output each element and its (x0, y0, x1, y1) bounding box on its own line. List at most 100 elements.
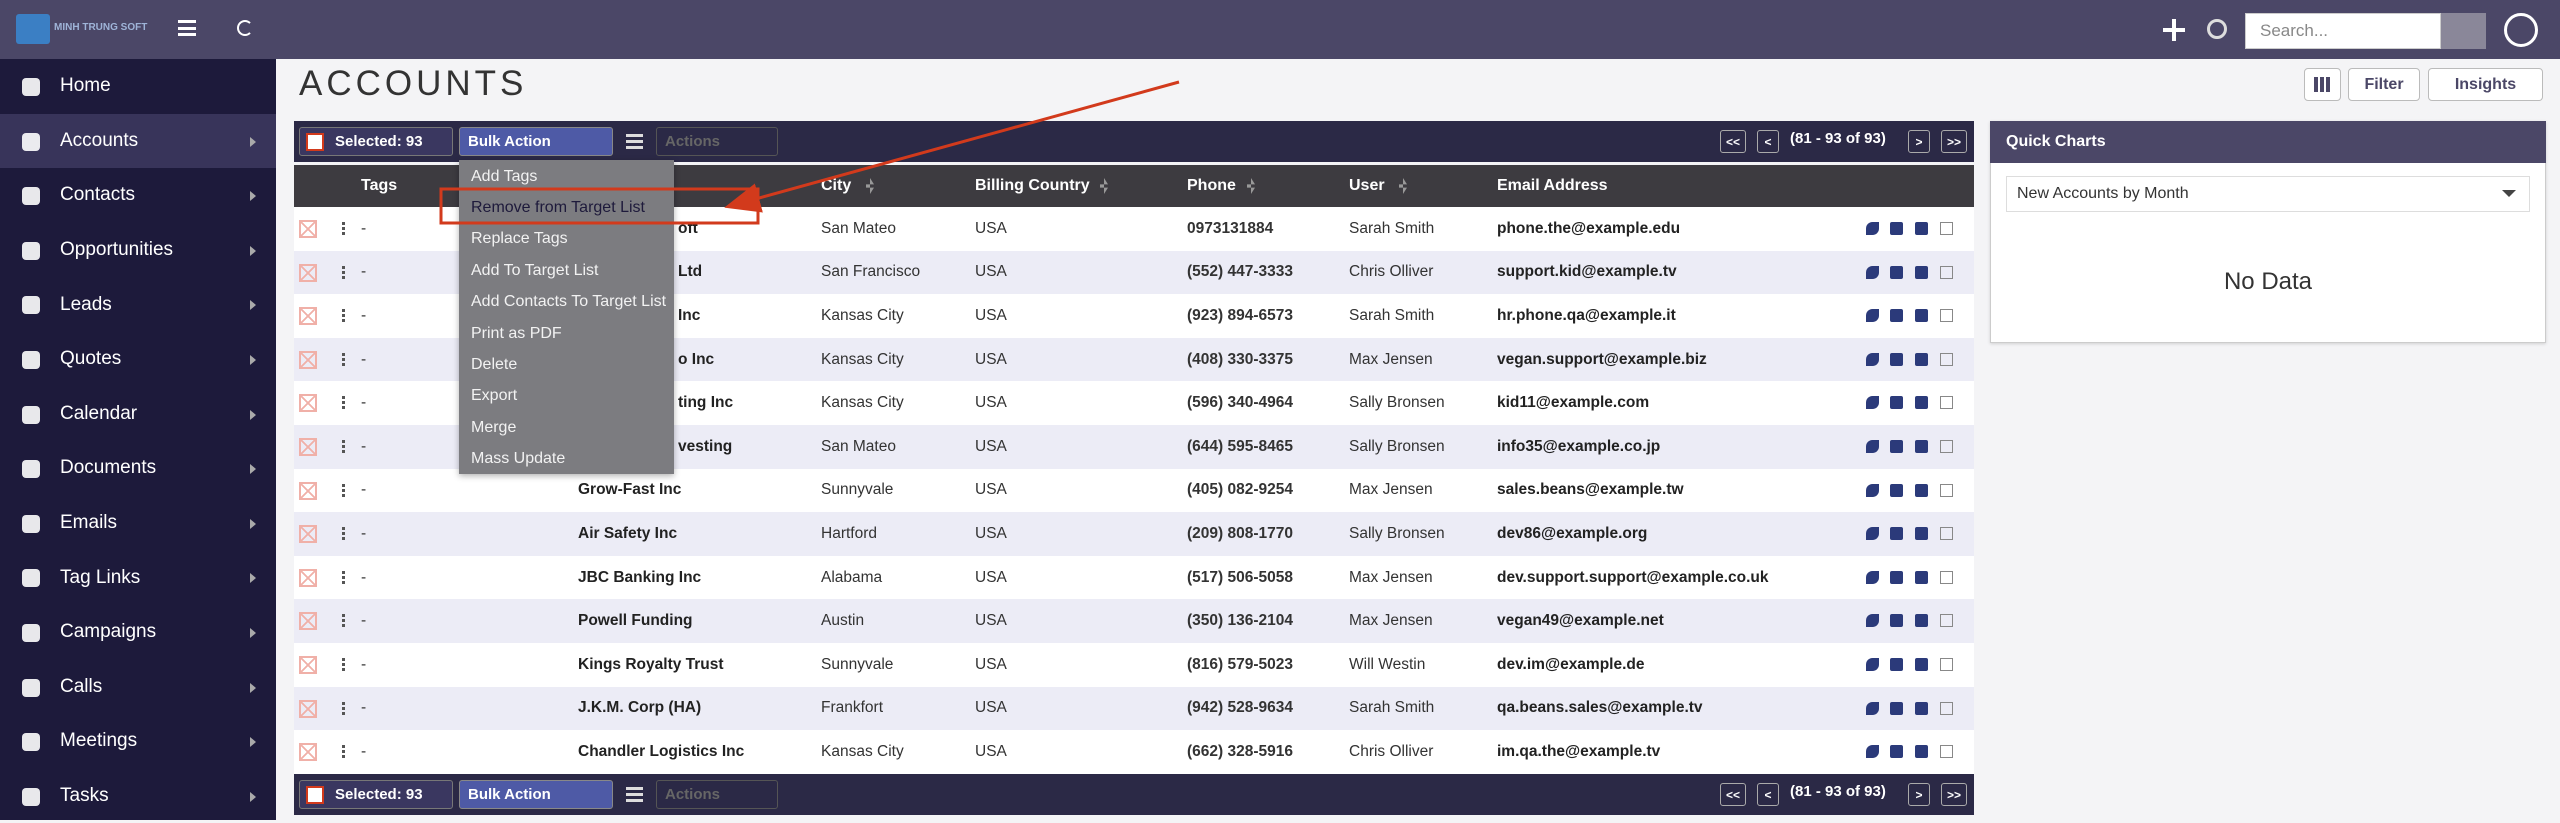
list-icon[interactable] (1915, 222, 1928, 235)
email-icon[interactable] (1940, 527, 1953, 541)
theme-toggle[interactable] (237, 20, 253, 36)
row-checkbox[interactable] (299, 656, 317, 674)
cell-name[interactable]: oft (678, 219, 698, 237)
list-icon[interactable] (1915, 745, 1928, 759)
calendar-icon[interactable] (1890, 309, 1903, 323)
add-button[interactable] (2163, 19, 2185, 41)
row-checkbox[interactable] (299, 481, 317, 500)
row-menu[interactable] (342, 745, 345, 759)
bulk-action-dropdown[interactable]: Bulk Action (459, 780, 613, 809)
sidebar-item[interactable]: Calendar (0, 387, 276, 442)
sidebar-item[interactable]: Leads (0, 277, 276, 332)
list-icon[interactable] (1915, 309, 1928, 323)
pagination-last[interactable]: >> (1941, 783, 1967, 806)
pagination-first[interactable]: << (1720, 783, 1746, 806)
cell-email[interactable]: phone.the@example.edu (1497, 219, 1681, 237)
bulk-menu-item[interactable]: Print as PDF (471, 324, 562, 342)
call-icon[interactable] (1866, 745, 1879, 759)
list-icon[interactable] (1915, 570, 1928, 584)
bulk-menu-item[interactable]: Merge (471, 418, 517, 436)
row-checkbox[interactable] (299, 350, 317, 369)
chart-select[interactable]: New Accounts by Month (2006, 176, 2530, 212)
list-view-icon[interactable] (626, 787, 643, 802)
sidebar-item[interactable]: Meetings (0, 714, 276, 769)
cell-email[interactable]: sales.beans@example.tw (1497, 481, 1684, 499)
call-icon[interactable] (1866, 222, 1879, 235)
sidebar-item[interactable]: Tasks (0, 769, 276, 823)
cell-email[interactable]: dev.support.support@example.co.uk (1497, 568, 1769, 586)
bulk-menu-item[interactable]: Add To Target List (471, 261, 599, 279)
row-menu[interactable] (342, 614, 345, 628)
email-icon[interactable] (1940, 614, 1953, 628)
call-icon[interactable] (1866, 527, 1879, 541)
call-icon[interactable] (1866, 352, 1879, 366)
list-icon[interactable] (1915, 396, 1928, 410)
list-icon[interactable] (1915, 483, 1928, 497)
email-icon[interactable] (1940, 483, 1953, 497)
email-icon[interactable] (1940, 309, 1953, 323)
column-header[interactable]: Billing Country (975, 177, 1090, 194)
cell-name[interactable]: o Inc (678, 350, 715, 368)
sidebar-item[interactable]: Contacts (0, 168, 276, 223)
email-icon[interactable] (1940, 745, 1953, 759)
calendar-icon[interactable] (1890, 614, 1903, 628)
calendar-icon[interactable] (1890, 658, 1903, 671)
list-icon[interactable] (1915, 440, 1928, 453)
list-icon[interactable] (1915, 658, 1928, 671)
selected-dropdown[interactable]: Selected: 93 (299, 780, 453, 809)
cell-name[interactable]: Inc (678, 306, 701, 324)
column-header[interactable]: City (821, 177, 852, 194)
email-icon[interactable] (1940, 222, 1953, 235)
cell-name[interactable]: Air Safety Inc (578, 524, 678, 542)
cell-name[interactable]: Powell Funding (578, 612, 693, 630)
call-icon[interactable] (1866, 483, 1879, 497)
email-icon[interactable] (1940, 701, 1953, 715)
user-avatar[interactable] (2504, 13, 2538, 47)
row-menu[interactable] (342, 483, 345, 497)
bulk-action-dropdown[interactable]: Bulk Action (459, 127, 613, 156)
cell-name[interactable]: Grow-Fast Inc (578, 481, 682, 499)
row-menu[interactable] (342, 527, 345, 541)
cell-email[interactable]: info35@example.co.jp (1497, 437, 1661, 455)
calendar-icon[interactable] (1890, 265, 1903, 279)
email-icon[interactable] (1940, 658, 1953, 671)
row-menu[interactable] (342, 352, 345, 366)
calendar-icon[interactable] (1890, 440, 1903, 453)
cell-name[interactable]: Chandler Logistics Inc (578, 742, 745, 760)
cell-name[interactable]: Kings Royalty Trust (578, 655, 724, 673)
list-icon[interactable] (1915, 527, 1928, 541)
row-checkbox[interactable] (299, 568, 317, 587)
cell-name[interactable]: ting Inc (678, 394, 734, 412)
row-menu[interactable] (342, 658, 345, 671)
sidebar-item[interactable]: Campaigns (0, 605, 276, 660)
row-checkbox[interactable] (299, 612, 317, 631)
column-header[interactable]: Email Address (1497, 177, 1608, 194)
email-icon[interactable] (1940, 440, 1953, 453)
call-icon[interactable] (1866, 440, 1879, 453)
row-menu[interactable] (342, 396, 345, 410)
row-checkbox[interactable] (299, 394, 317, 413)
bulk-menu-item[interactable]: Add Tags (471, 167, 538, 185)
bulk-menu-item[interactable]: Replace Tags (471, 230, 568, 248)
row-checkbox[interactable] (299, 699, 317, 718)
row-menu[interactable] (342, 570, 345, 584)
calendar-icon[interactable] (1890, 527, 1903, 541)
cell-email[interactable]: vegan.support@example.biz (1497, 350, 1707, 368)
list-icon[interactable] (1915, 265, 1928, 279)
bulk-menu-item[interactable]: Remove from Target List (471, 199, 645, 217)
email-icon[interactable] (1940, 352, 1953, 366)
row-menu[interactable] (342, 309, 345, 323)
calendar-icon[interactable] (1890, 222, 1903, 235)
sidebar-item[interactable]: Home (0, 59, 276, 114)
row-checkbox[interactable] (299, 743, 317, 762)
list-icon[interactable] (1915, 614, 1928, 628)
sidebar-item[interactable]: Opportunities (0, 223, 276, 278)
cell-email[interactable]: im.qa.the@example.tv (1497, 742, 1661, 760)
insights-button[interactable]: Insights (2428, 68, 2543, 101)
row-menu[interactable] (342, 440, 345, 453)
column-header[interactable]: Tags (361, 177, 398, 194)
call-icon[interactable] (1866, 309, 1879, 323)
sidebar-item[interactable]: Tag Links (0, 550, 276, 605)
cell-email[interactable]: hr.phone.qa@example.it (1497, 306, 1676, 324)
selected-dropdown[interactable]: Selected: 93 (299, 127, 453, 156)
